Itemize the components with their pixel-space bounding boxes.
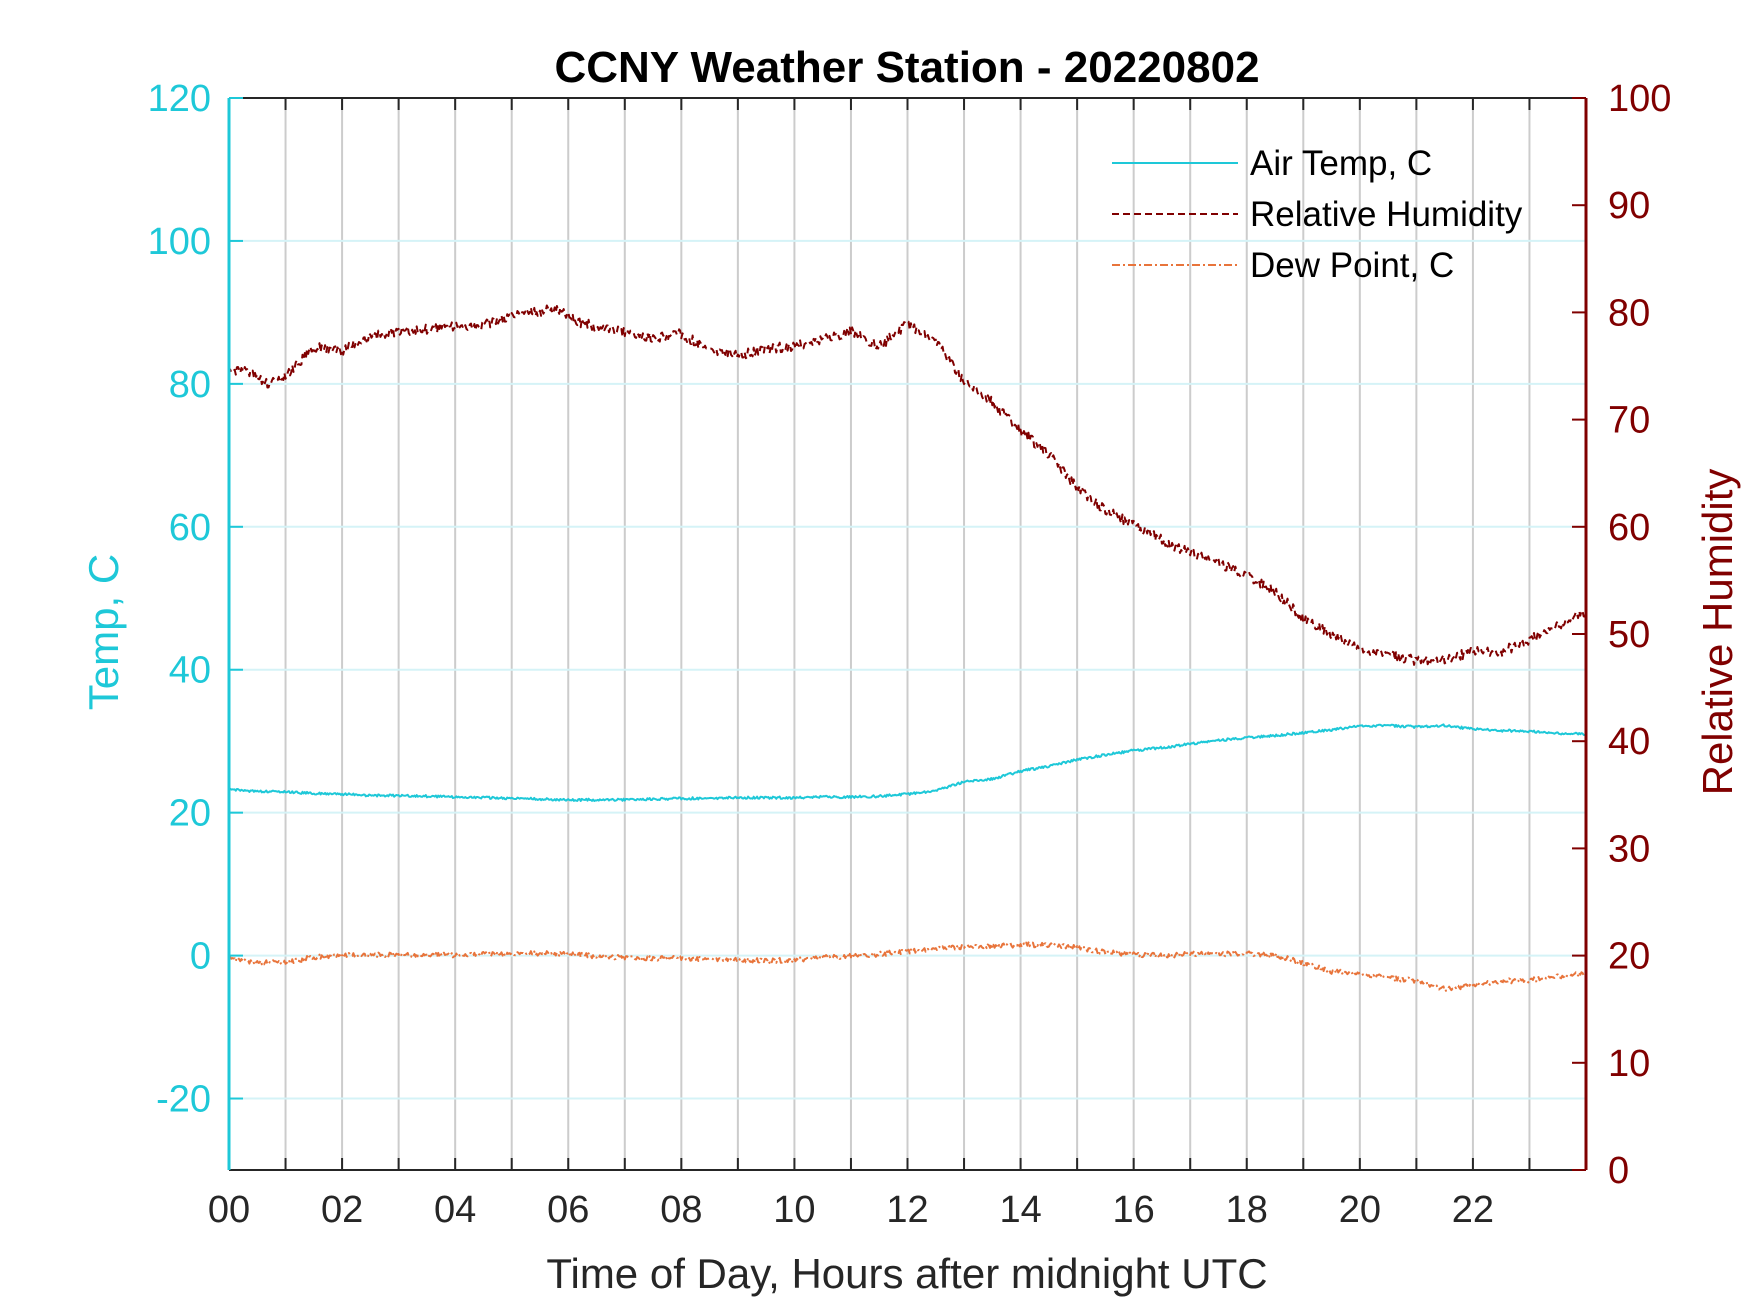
x-axis-label: Time of Day, Hours after midnight UTC xyxy=(546,1250,1267,1297)
y-right-tick-label: 50 xyxy=(1608,614,1650,656)
y-left-tick-label: 0 xyxy=(190,936,211,978)
x-tick-label: 22 xyxy=(1452,1189,1494,1231)
y-left-tick-label: 80 xyxy=(169,364,211,406)
x-tick-label: 00 xyxy=(208,1189,250,1231)
y-left-tick-label: 40 xyxy=(169,650,211,692)
y-right-tick-label: 30 xyxy=(1608,828,1650,870)
series-line xyxy=(228,723,1587,802)
y-right-tick-label: 70 xyxy=(1608,400,1650,442)
chart-title: CCNY Weather Station - 20220802 xyxy=(554,43,1259,92)
series-line xyxy=(228,941,1587,992)
y-right-tick-label: 40 xyxy=(1608,721,1650,763)
series-group xyxy=(228,304,1587,992)
y-right-tick-label: 80 xyxy=(1608,292,1650,334)
y-left-tick-label: 20 xyxy=(169,793,211,835)
y-right-tick-label: 20 xyxy=(1608,936,1650,978)
x-tick-label: 20 xyxy=(1339,1189,1381,1231)
y-left-tick-label: 120 xyxy=(148,78,211,120)
y-right-tick-label: 0 xyxy=(1608,1150,1629,1192)
y-right-tick-label: 90 xyxy=(1608,185,1650,227)
grid xyxy=(229,98,1586,1170)
legend: Air Temp, C Relative Humidity Dew Point, C xyxy=(1112,144,1523,285)
x-tick-label: 06 xyxy=(547,1189,589,1231)
y-axis-right-label: Relative Humidity xyxy=(1694,469,1741,796)
x-tick-label: 04 xyxy=(434,1189,476,1231)
axes: 00 02 04 06 08 10 12 14 16 18 20 22-200204060801001… xyxy=(148,78,1672,1231)
x-tick-label: 16 xyxy=(1113,1189,1155,1231)
x-tick-label: 08 xyxy=(660,1189,702,1231)
y-axis-left-label: Temp, C xyxy=(80,554,127,710)
x-tick-label: 12 xyxy=(886,1189,928,1231)
y-right-tick-label: 10 xyxy=(1608,1043,1650,1085)
y-right-tick-label: 100 xyxy=(1608,78,1671,120)
legend-label: Air Temp, C xyxy=(1250,144,1432,183)
y-left-tick-label: 100 xyxy=(148,221,211,263)
x-tick-label: 18 xyxy=(1226,1189,1268,1231)
y-right-tick-label: 60 xyxy=(1608,507,1650,549)
x-tick-label: 02 xyxy=(321,1189,363,1231)
legend-label: Relative Humidity xyxy=(1250,195,1523,234)
y-left-tick-label: 60 xyxy=(169,507,211,549)
y-left-tick-label: -20 xyxy=(156,1079,211,1121)
legend-label: Dew Point, C xyxy=(1250,246,1454,285)
x-tick-label: 10 xyxy=(773,1189,815,1231)
x-tick-label: 14 xyxy=(999,1189,1041,1231)
